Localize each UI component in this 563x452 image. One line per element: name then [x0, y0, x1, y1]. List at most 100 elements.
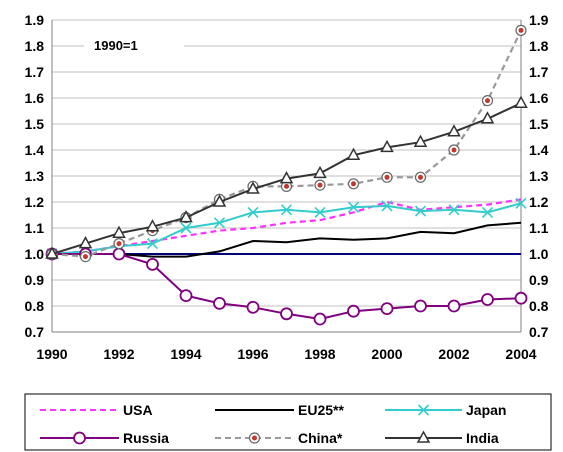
series-line-china	[51, 29, 522, 258]
point-japan	[146, 238, 159, 250]
y-tick-label-left: 1.3	[25, 168, 45, 184]
y-tick-label-right: 1.2	[529, 194, 549, 210]
y-axis-right-ticks: 0.7 0.8 0.9 1.0 1.1 1.2 1.3 1.4 1.5 1.6 1.7 1.8 1.9	[529, 12, 549, 340]
point-india	[112, 225, 126, 238]
y-tick-label-right: 1.5	[529, 116, 549, 132]
point-china	[481, 94, 494, 107]
x-tick-label: 1992	[103, 346, 134, 362]
point-china	[314, 179, 326, 191]
point-china	[79, 251, 92, 263]
y-tick-label-right: 0.8	[529, 298, 549, 314]
point-japan	[213, 217, 226, 229]
point-japan	[515, 197, 527, 209]
point-russia	[347, 304, 360, 318]
legend-label-russia: Russia	[123, 430, 169, 446]
legend-item-japan: Japan	[385, 402, 506, 418]
y-tick-label-left: 1.6	[25, 90, 45, 106]
y-tick-label-right: 0.9	[529, 272, 549, 288]
legend-item-russia: Russia	[40, 430, 169, 446]
point-china-dot	[351, 181, 356, 187]
point-india	[514, 95, 528, 108]
y-tick-label-left: 1.1	[25, 220, 45, 236]
y-tick-label-right: 1.9	[529, 12, 549, 28]
point-japan	[347, 201, 360, 213]
y-tick-label-left: 1.4	[25, 142, 45, 158]
x-tick-label: 2004	[505, 346, 536, 362]
point-india	[246, 181, 260, 194]
x-tick-label: 2002	[438, 346, 469, 362]
legend-item-usa: USA	[40, 402, 153, 418]
point-china-dot	[116, 241, 122, 247]
y-tick-label-left: 0.9	[25, 272, 45, 288]
note-label: 1990=1	[94, 38, 138, 53]
legend-label-eu25: EU25**	[298, 402, 344, 418]
point-japan	[414, 205, 427, 217]
y-tick-label-right: 1.7	[529, 64, 549, 80]
point-india	[78, 236, 93, 249]
series-eu25	[52, 221, 522, 258]
x-axis-ticks: 1990 1992 1994 1996 1998 2000 2002 2004	[36, 346, 536, 362]
legend-marker-china-dot	[252, 435, 257, 441]
point-japan	[381, 200, 393, 212]
y-tick-label-right: 1.6	[529, 90, 549, 106]
point-russia	[313, 312, 327, 326]
point-china-dot	[418, 174, 423, 180]
legend-marker-india	[416, 430, 431, 443]
y-tick-label-left: 0.8	[25, 298, 45, 314]
point-russia	[246, 300, 260, 314]
x-tick-label: 1994	[170, 346, 201, 362]
point-russia	[179, 289, 193, 303]
y-tick-label-left: 1.5	[25, 116, 45, 132]
point-india	[346, 147, 361, 160]
point-japan	[448, 204, 460, 216]
y-tick-label-right: 1.0	[529, 246, 549, 262]
point-japan	[280, 204, 293, 216]
point-russia	[514, 291, 528, 305]
point-india	[447, 124, 461, 137]
series-russia	[45, 247, 528, 326]
point-japan	[180, 222, 192, 234]
point-china-dot	[317, 182, 323, 188]
point-india	[45, 246, 59, 259]
point-china-dot	[384, 174, 390, 180]
point-india	[212, 194, 227, 207]
y-tick-label-right: 1.1	[529, 220, 549, 236]
point-china-dot	[518, 27, 524, 33]
point-china-dot	[451, 147, 457, 153]
point-china-dot	[284, 183, 289, 189]
point-russia	[146, 257, 159, 271]
point-russia	[481, 293, 494, 306]
legend-label-japan: Japan	[466, 402, 506, 418]
point-russia	[112, 247, 126, 261]
legend-marker-china	[248, 432, 261, 444]
point-russia	[447, 299, 461, 313]
point-china-dot	[83, 254, 88, 260]
y-tick-label-left: 0.7	[25, 324, 45, 340]
y-tick-label-right: 1.3	[529, 168, 549, 184]
legend-item-china: China*	[215, 430, 343, 446]
point-russia	[213, 296, 226, 310]
legend-item-india: India	[385, 430, 499, 446]
point-india	[380, 139, 394, 153]
point-china	[113, 238, 125, 250]
point-russia	[380, 302, 394, 316]
point-china	[448, 144, 460, 156]
legend-marker-russia	[73, 431, 86, 445]
y-tick-label-left: 1.0	[25, 246, 45, 262]
point-india	[480, 111, 495, 124]
legend-item-eu25: EU25**	[215, 402, 344, 418]
legend: USA EU25** Japan Russia China* India	[24, 393, 552, 451]
point-china	[280, 180, 293, 192]
point-russia	[280, 307, 293, 321]
series-india	[45, 95, 528, 259]
y-tick-label-right: 1.4	[529, 142, 549, 158]
y-tick-label-right: 1.8	[529, 38, 549, 54]
point-china	[515, 24, 527, 36]
point-china	[414, 171, 427, 183]
point-japan	[481, 206, 494, 218]
point-japan	[314, 206, 326, 218]
series-group	[45, 24, 528, 326]
legend-box	[24, 393, 552, 451]
point-india	[179, 210, 193, 223]
